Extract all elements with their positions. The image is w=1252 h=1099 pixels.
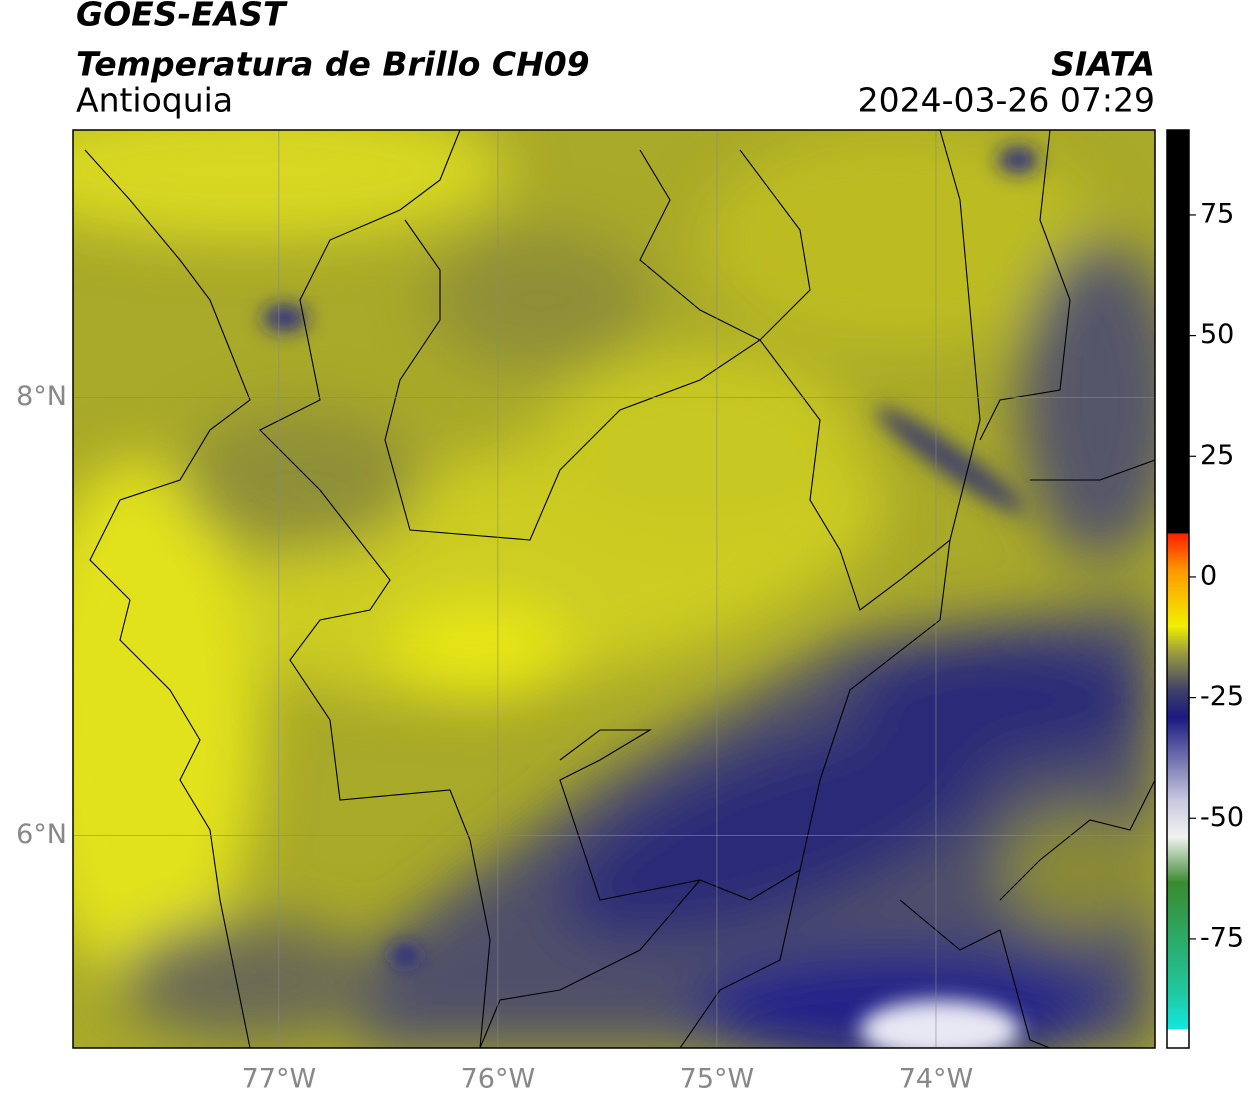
colorbar-tick-label: 0 bbox=[1200, 560, 1217, 591]
grid bbox=[73, 130, 1155, 1048]
datetime: 2024-03-26 07:29 bbox=[858, 81, 1155, 120]
x-tick-label: 77°W bbox=[242, 1064, 317, 1095]
colorbar-tick-label: 75 bbox=[1200, 198, 1234, 229]
region: Antioquia bbox=[76, 81, 233, 120]
subtitle: Temperatura de Brillo CH09 bbox=[76, 45, 590, 84]
colorbar-tick-label: 25 bbox=[1200, 440, 1234, 471]
source: SIATA bbox=[1051, 45, 1155, 84]
colorbar-tick-label: -50 bbox=[1200, 802, 1244, 833]
x-tick-label: 76°W bbox=[461, 1064, 536, 1095]
colorbar bbox=[1166, 129, 1190, 1049]
colorbar-tick-label: -25 bbox=[1200, 681, 1244, 712]
x-tick-label: 75°W bbox=[680, 1064, 755, 1095]
map-image bbox=[73, 130, 1155, 1048]
y-tick-label: 8°N bbox=[16, 381, 67, 412]
colorbar-tick-label: 50 bbox=[1200, 319, 1234, 350]
map-frame bbox=[72, 129, 1156, 1049]
colorbar-tick-label: -75 bbox=[1200, 922, 1244, 953]
x-tick-label: 74°W bbox=[899, 1064, 974, 1095]
title: GOES-EAST bbox=[76, 0, 288, 34]
y-tick-label: 6°N bbox=[16, 819, 67, 850]
